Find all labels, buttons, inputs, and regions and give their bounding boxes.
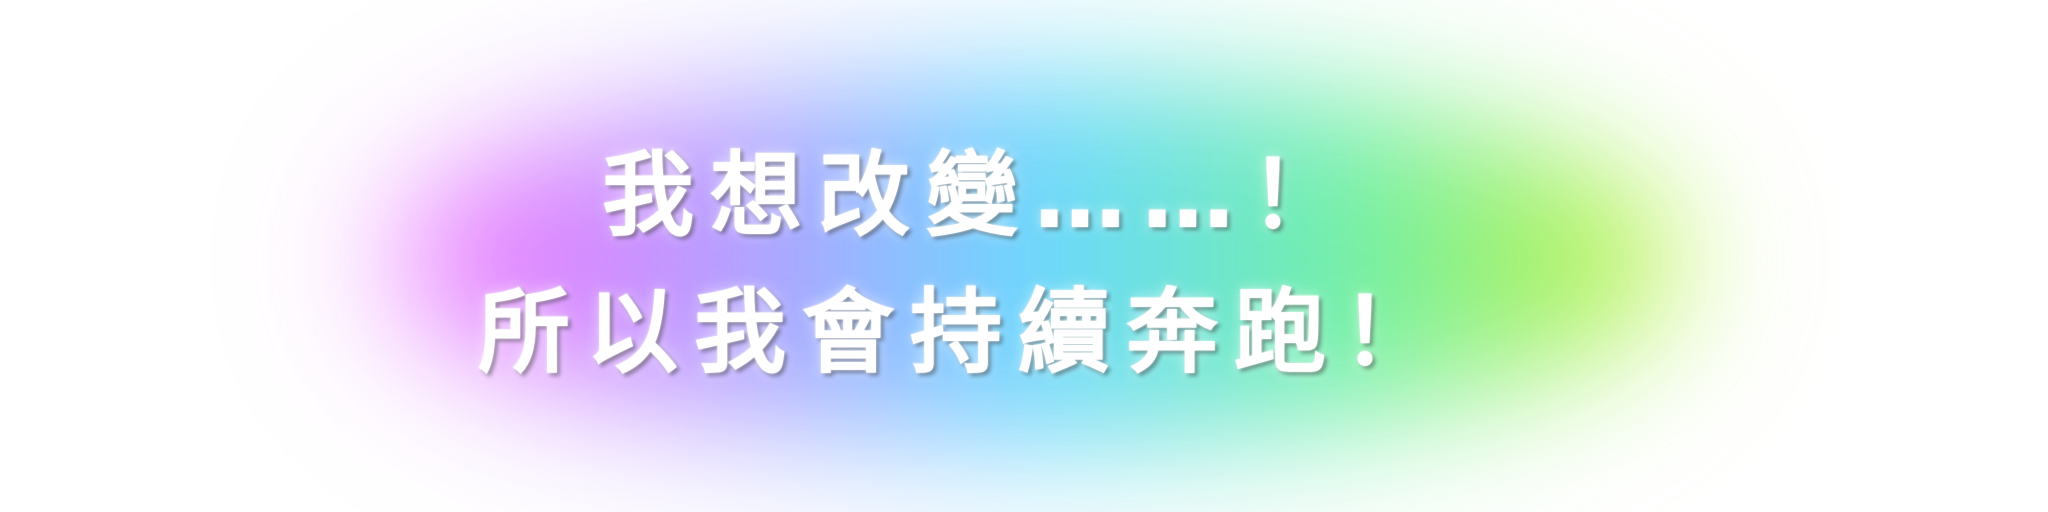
rainbow-glow <box>420 95 1660 425</box>
headline-line-1: 我想改變……！ <box>602 142 1359 249</box>
headline-line-2: 所以我會持續奔跑！ <box>478 279 1451 386</box>
